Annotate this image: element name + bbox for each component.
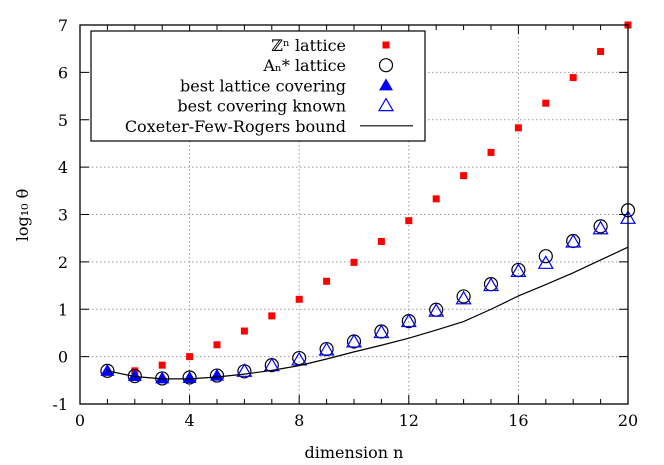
- x-tick-label: 8: [294, 411, 304, 430]
- data-point-best-covering-known: [455, 290, 472, 305]
- plot-marks: [100, 21, 637, 386]
- legend-swatch-a-lattice: [378, 58, 394, 73]
- y-tick-label: 0: [58, 348, 68, 367]
- data-point-best-covering-known: [373, 324, 390, 339]
- data-point-lattice: [295, 295, 303, 303]
- data-point-a-lattice: [566, 233, 581, 249]
- data-point-lattice: [569, 74, 577, 82]
- series-line-coxeter-few-rogers-bound: [107, 246, 629, 380]
- data-point-best-lattice-covering: [155, 371, 170, 384]
- data-point-best-covering-known: [345, 333, 363, 348]
- legend-label-best-covering-known: best covering known: [177, 97, 346, 116]
- data-point-lattice: [213, 341, 221, 349]
- data-point-lattice: [405, 217, 413, 225]
- y-tick-label: 2: [58, 253, 68, 272]
- data-point-best-covering-known: [482, 277, 500, 292]
- legend-swatch-lattice: [382, 41, 390, 49]
- data-point-best-lattice-covering: [210, 368, 224, 381]
- data-point-lattice: [323, 277, 331, 285]
- data-point-lattice: [432, 195, 440, 203]
- y-tick-label: 4: [58, 158, 68, 177]
- data-point-lattice: [542, 99, 550, 107]
- y-axis-label: log₁₀ θ: [13, 189, 32, 242]
- data-point-lattice: [240, 327, 248, 335]
- data-point-best-lattice-covering: [182, 370, 197, 383]
- plot-frame: [79, 24, 629, 405]
- data-point-lattice: [460, 172, 468, 180]
- x-axis-label: dimension n: [305, 443, 404, 462]
- data-point-best-covering-known: [592, 220, 609, 235]
- data-point-lattice: [158, 361, 166, 369]
- y-tick-label: 6: [58, 63, 68, 82]
- x-tick-label: 0: [75, 411, 85, 430]
- legend-box: [90, 30, 426, 142]
- legend-swatch-best-covering-known: [377, 97, 395, 112]
- y-tick-label: 7: [58, 16, 68, 35]
- data-point-lattice: [514, 124, 522, 132]
- data-point-a-lattice: [346, 334, 362, 349]
- data-point-lattice: [268, 312, 276, 320]
- data-point-lattice: [377, 238, 385, 246]
- data-point-best-lattice-covering: [100, 363, 115, 376]
- y-tick-label: 3: [58, 206, 68, 225]
- x-tick-label: 4: [185, 411, 195, 430]
- data-point-best-covering-known: [428, 302, 445, 317]
- data-point-best-lattice-covering: [127, 369, 142, 382]
- x-tick-label: 20: [618, 411, 638, 430]
- data-point-a-lattice: [319, 341, 334, 357]
- data-point-lattice: [487, 148, 495, 156]
- y-tick-label: 1: [58, 300, 68, 319]
- legend-label-best-lattice-covering: best lattice covering: [180, 76, 346, 95]
- x-tick-label: 12: [399, 411, 419, 430]
- data-point-best-covering-known: [291, 351, 308, 366]
- legend-label-coxeter-few-rogers-bound: Coxeter-Few-Rogers bound: [125, 117, 346, 136]
- legend-swatch-best-lattice-covering: [379, 78, 393, 91]
- data-point-lattice: [186, 353, 194, 361]
- data-point-lattice: [350, 258, 358, 266]
- data-point-a-lattice: [593, 219, 608, 234]
- data-point-best-covering-known: [565, 233, 582, 248]
- legend-label-a-lattice: Aₙ* lattice: [262, 56, 346, 75]
- data-point-best-covering-known: [537, 255, 554, 269]
- data-point-best-covering-known: [400, 313, 417, 328]
- data-point-best-covering-known: [510, 263, 527, 277]
- data-point-a-lattice: [538, 249, 553, 264]
- y-tick-label: -1: [52, 395, 68, 414]
- y-tick-label: 5: [58, 111, 68, 130]
- data-point-best-covering-known: [236, 363, 253, 377]
- data-point-a-lattice: [374, 324, 389, 339]
- legend-label-lattice: ℤⁿ lattice: [271, 36, 346, 55]
- data-point-lattice: [597, 48, 605, 56]
- data-point-a-lattice: [456, 289, 471, 304]
- x-tick-label: 16: [508, 411, 528, 430]
- grid: [80, 25, 628, 404]
- data-point-best-covering-known: [318, 341, 335, 356]
